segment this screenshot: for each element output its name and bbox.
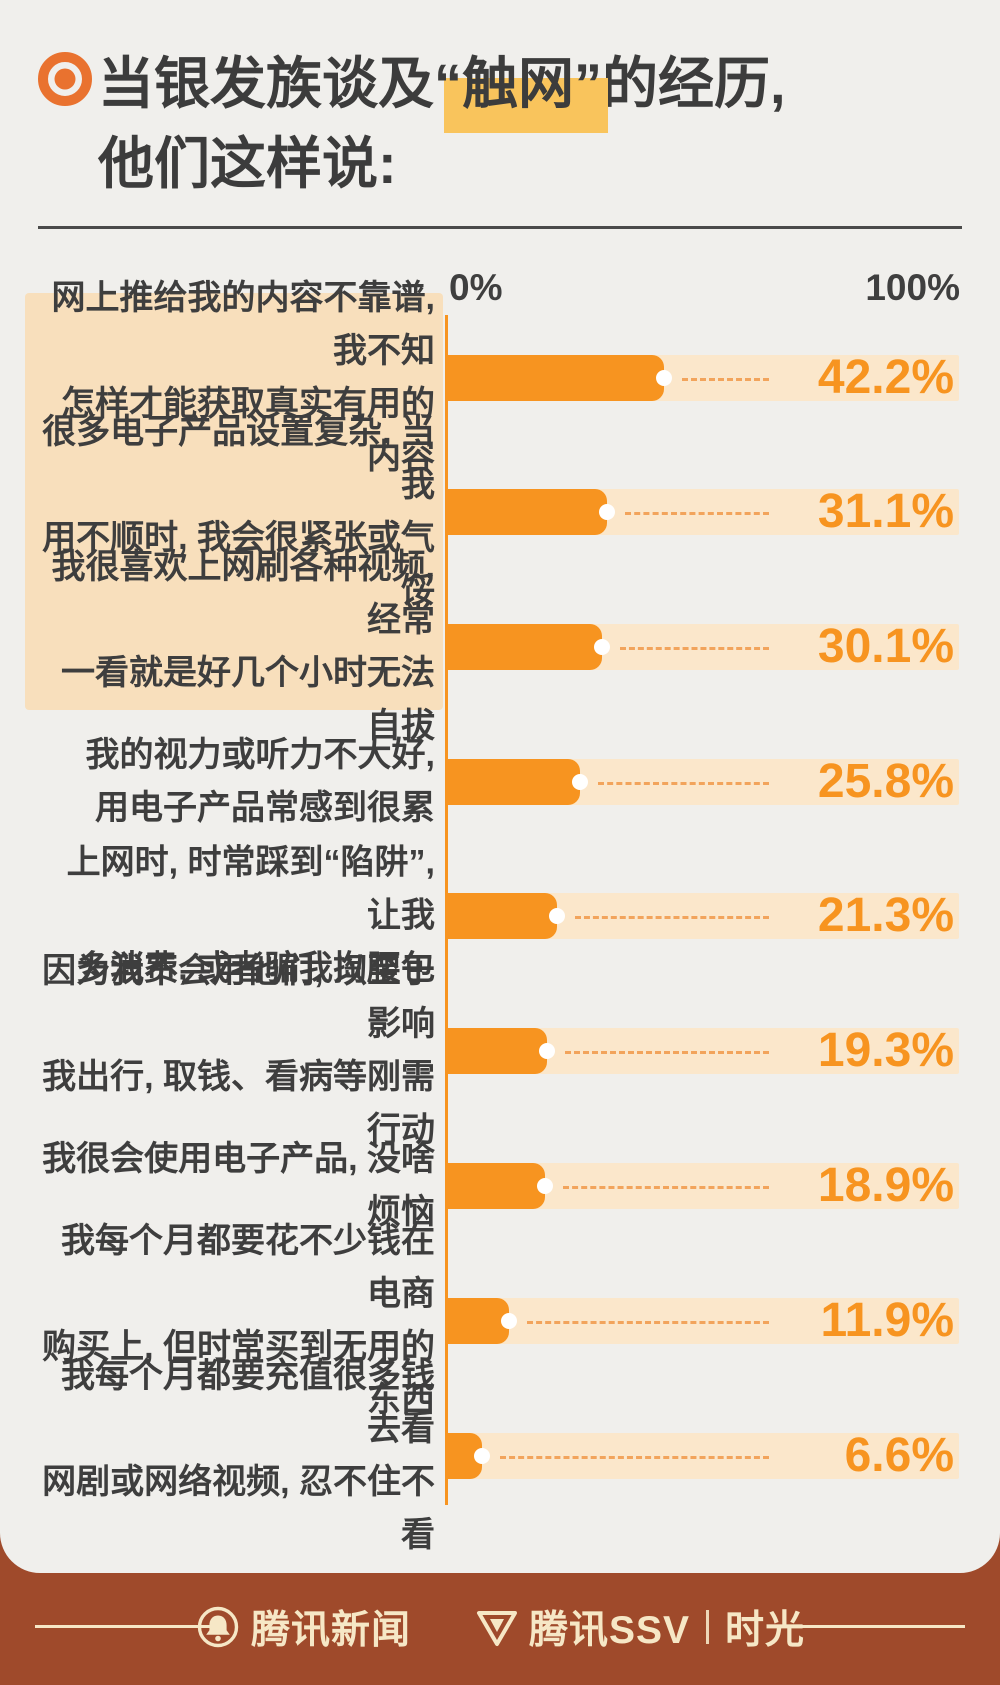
- row-label: 上网时, 时常踩到“陷阱”, 让我 多消费, 或者骗我掏腰包: [66, 843, 435, 987]
- triangle-icon: [475, 1606, 519, 1648]
- row-label: 我每个月都要花不少钱在电商 购买上, 但时常买到无用的东西: [42, 1221, 435, 1419]
- bar: [448, 623, 610, 670]
- title-suffix: 的经历,: [602, 52, 786, 115]
- bar-area: 30.1%: [448, 619, 959, 673]
- bar: [448, 1297, 517, 1344]
- bar: [448, 1162, 553, 1209]
- title-prefix: 当银发族谈及: [98, 52, 434, 115]
- row-label: 我每个月都要充值很多钱去看 网剧或网络视频, 忍不住不看: [42, 1356, 435, 1554]
- axis-line: [445, 315, 448, 1505]
- leader-dash: [562, 1185, 769, 1189]
- row-label: 因为我不会用他们, 以至于影响 我出行, 取钱、看病等刚需行动: [42, 951, 435, 1149]
- tencent-news-logo: 腾讯新闻: [195, 1599, 411, 1655]
- bar: [448, 758, 588, 805]
- leader-dash: [564, 1050, 769, 1054]
- bar-end-dot: [598, 503, 615, 520]
- label-highlight-panel: [25, 293, 443, 710]
- bar: [448, 1432, 490, 1479]
- chart-row: 网上推给我的内容不靠谱, 我不知 怎样才能获取真实有用的内容 42.2%: [0, 279, 1000, 476]
- value-label: 21.3%: [817, 888, 954, 942]
- chart-row: 我很会使用电子产品, 没啥烦恼 18.9%: [0, 1118, 1000, 1253]
- bar-area: 18.9%: [448, 1158, 959, 1212]
- value-label: 6.6%: [844, 1428, 954, 1482]
- bar: [448, 892, 565, 939]
- bar-area: 11.9%: [448, 1293, 959, 1347]
- leader-dash: [574, 915, 769, 919]
- footer: 腾讯新闻 腾讯SSV 时光: [0, 1598, 1000, 1656]
- chart-row: 上网时, 时常踩到“陷阱”, 让我 多消费, 或者骗我掏腰包 21.3%: [0, 843, 1000, 987]
- bar-area: 25.8%: [448, 754, 959, 808]
- bar: [448, 488, 615, 535]
- value-label: 19.3%: [817, 1023, 954, 1077]
- axis-label-0: 0%: [449, 267, 503, 308]
- value-label: 30.1%: [817, 619, 954, 673]
- bar-area: 42.2%: [448, 350, 959, 404]
- bar-end-dot: [473, 1447, 490, 1464]
- header: 当银发族谈及 “触网”的经历, 他们这样说:: [38, 44, 786, 204]
- brand-text: 时光: [725, 1609, 806, 1652]
- row-label: 我很喜欢上网刷各种视频, 经常 一看就是好几个小时无法自拔: [51, 547, 435, 745]
- bar-end-dot: [655, 369, 672, 386]
- value-label: 25.8%: [817, 754, 954, 808]
- value-label: 42.2%: [817, 350, 954, 404]
- leader-dash: [597, 781, 769, 785]
- bar-end-dot: [538, 1042, 555, 1059]
- row-label: 我的视力或听力不大好, 用电子产品常感到很累: [85, 735, 435, 827]
- row-label: 我很会使用电子产品, 没啥烦恼: [42, 1139, 435, 1231]
- bar-end-dot: [536, 1177, 553, 1194]
- bar: [448, 354, 672, 401]
- chart-row: 我每个月都要充值很多钱去看 网剧或网络视频, 忍不住不看 6.6%: [0, 1357, 1000, 1554]
- bar-end-dot: [500, 1312, 517, 1329]
- axis-label-100: 100%: [865, 267, 960, 308]
- chart-row: 因为我不会用他们, 以至于影响 我出行, 取钱、看病等刚需行动 19.3%: [0, 952, 1000, 1149]
- value-label: 11.9%: [820, 1293, 954, 1347]
- bar-end-dot: [571, 773, 588, 790]
- leader-dash: [526, 1320, 769, 1324]
- bar-chart: 0% 100% 网上推给我的内容不靠谱, 我不知 怎样才能获取真实有用的内容 4…: [0, 255, 1000, 1555]
- bar-area: 31.1%: [448, 484, 959, 538]
- bar: [448, 1027, 555, 1074]
- chart-row: 我每个月都要花不少钱在电商 购买上, 但时常买到无用的东西 11.9%: [0, 1222, 1000, 1419]
- leader-dash: [619, 646, 769, 650]
- divider-line: [38, 226, 962, 229]
- chart-row: 我很喜欢上网刷各种视频, 经常 一看就是好几个小时无法自拔 30.1%: [0, 548, 1000, 745]
- title-line2: 他们这样说:: [98, 132, 397, 195]
- value-label: 31.1%: [817, 484, 954, 538]
- leader-dash: [624, 511, 769, 515]
- row-label: 网上推给我的内容不靠谱, 我不知 怎样才能获取真实有用的内容: [51, 278, 435, 476]
- bar-area: 6.6%: [448, 1428, 959, 1482]
- bar-area: 19.3%: [448, 1023, 959, 1077]
- chart-row: 我的视力或听力不大好, 用电子产品常感到很累 25.8%: [0, 714, 1000, 849]
- brand-text: 腾讯SSV: [528, 1609, 691, 1652]
- footer-left-rule: [35, 1625, 225, 1628]
- tencent-ssv-logo: 腾讯SSV 时光: [475, 1599, 805, 1655]
- bar-area: 21.3%: [448, 888, 959, 942]
- bar-end-dot: [548, 907, 565, 924]
- bar-end-dot: [593, 638, 610, 655]
- content-card: 当银发族谈及 “触网”的经历, 他们这样说: 0% 100% 网上推给我的内容不靠…: [0, 0, 1000, 1573]
- chart-row: 很多电子产品设置复杂, 当我 用不顺时, 我会很紧张或气馁 31.1%: [0, 413, 1000, 610]
- footer-divider: [706, 1610, 710, 1644]
- bullseye-icon: [38, 52, 92, 106]
- row-label: 很多电子产品设置复杂, 当我 用不顺时, 我会很紧张或气馁: [42, 412, 435, 610]
- brand-text: 腾讯新闻: [250, 1609, 411, 1652]
- page-title: 当银发族谈及 “触网”的经历, 他们这样说:: [98, 44, 786, 204]
- footer-right-rule: [775, 1625, 965, 1628]
- title-highlight: “触网”: [434, 44, 608, 133]
- value-label: 18.9%: [817, 1158, 954, 1212]
- leader-dash: [499, 1455, 769, 1459]
- leader-dash: [681, 377, 769, 381]
